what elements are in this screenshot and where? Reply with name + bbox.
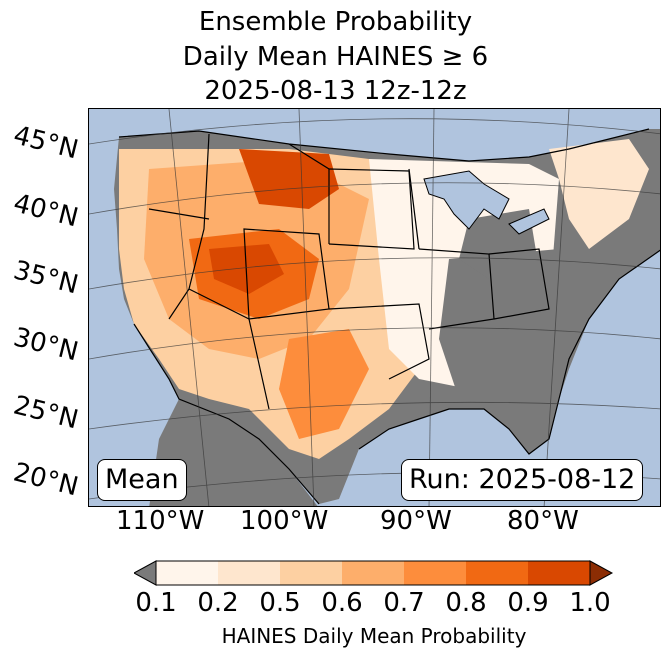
- lat-label-30: 30°N: [10, 322, 82, 368]
- figure-title-line1: Ensemble Probability: [198, 7, 473, 37]
- lon-label-110: 110°W: [116, 506, 205, 536]
- colorbar-bin-6: [466, 561, 528, 585]
- cbar-tick-0.6: 0.6: [321, 588, 363, 618]
- lon-label-80: 80°W: [507, 506, 579, 536]
- lon-label-100: 100°W: [240, 506, 329, 536]
- cbar-tick-0.1: 0.1: [135, 588, 177, 618]
- state-borders: [118, 128, 660, 505]
- figure-title-line3: 2025-08-13 12z-12z: [204, 76, 467, 106]
- cbar-tick-0.8: 0.8: [445, 588, 487, 618]
- prob-area-montana-peak: [239, 149, 339, 209]
- colorbar-bin-1: [156, 561, 218, 585]
- lat-label-25: 25°N: [10, 390, 82, 436]
- lat-label-40: 40°N: [10, 188, 82, 234]
- stat-label-box: Mean: [97, 459, 187, 501]
- colorbar-bin-7: [528, 561, 590, 585]
- southeast-low-region: [439, 249, 589, 449]
- colorbar-bin-3: [280, 561, 342, 585]
- colorbar-bin-5: [404, 561, 466, 585]
- lat-label-45: 45°N: [10, 120, 82, 166]
- cbar-tick-0.5: 0.5: [259, 588, 301, 618]
- colorbar-bin-4: [342, 561, 404, 585]
- colorbar-label: HAINES Daily Mean Probability: [221, 624, 527, 648]
- cbar-tick-0.2: 0.2: [197, 588, 239, 618]
- cbar-tick-1.0: 1.0: [569, 588, 611, 618]
- graticule: [89, 109, 660, 506]
- colorbar-over-triangle: [589, 560, 614, 586]
- colorbar-bin-2: [218, 561, 280, 585]
- cbar-tick-0.7: 0.7: [383, 588, 425, 618]
- lat-label-20: 20°N: [10, 457, 82, 503]
- probability-map: [88, 108, 661, 507]
- prob-area-texas-mid: [279, 329, 369, 439]
- lake-erie: [508, 208, 550, 235]
- great-lakes: [423, 170, 510, 230]
- lon-label-90: 90°W: [380, 506, 452, 536]
- colorbar-under-triangle: [134, 560, 157, 586]
- prob-area-northeast-lightest: [549, 139, 649, 249]
- run-label-box: Run: 2025-08-12: [401, 459, 644, 501]
- lat-label-35: 35°N: [10, 255, 82, 301]
- map-canvas: [89, 109, 660, 506]
- colorbar: [134, 560, 614, 586]
- cbar-tick-0.9: 0.9: [507, 588, 549, 618]
- figure-title-line2: Daily Mean HAINES ≥ 6: [182, 42, 489, 72]
